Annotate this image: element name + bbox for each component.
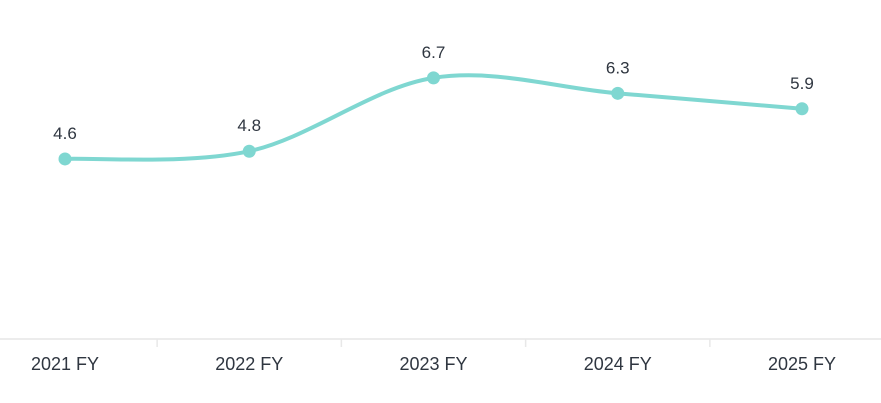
data-point-label: 4.6 (53, 124, 77, 143)
x-axis-label: 2025 FY (768, 354, 836, 374)
data-point-marker[interactable] (242, 144, 256, 158)
x-axis-label: 2023 FY (399, 354, 467, 374)
x-axis-label: 2022 FY (215, 354, 283, 374)
x-axis-label: 2024 FY (584, 354, 652, 374)
data-point-marker[interactable] (58, 152, 72, 166)
data-point-marker[interactable] (427, 71, 440, 85)
data-point-label: 6.3 (606, 58, 630, 77)
data-point-label: 6.7 (422, 43, 446, 62)
data-point-label: 5.9 (790, 74, 814, 93)
series-line (63, 73, 804, 162)
x-axis-label: 2021 FY (31, 354, 99, 374)
data-point-marker[interactable] (795, 102, 809, 116)
data-point-marker[interactable] (611, 86, 625, 100)
data-point-label: 4.8 (237, 116, 261, 135)
